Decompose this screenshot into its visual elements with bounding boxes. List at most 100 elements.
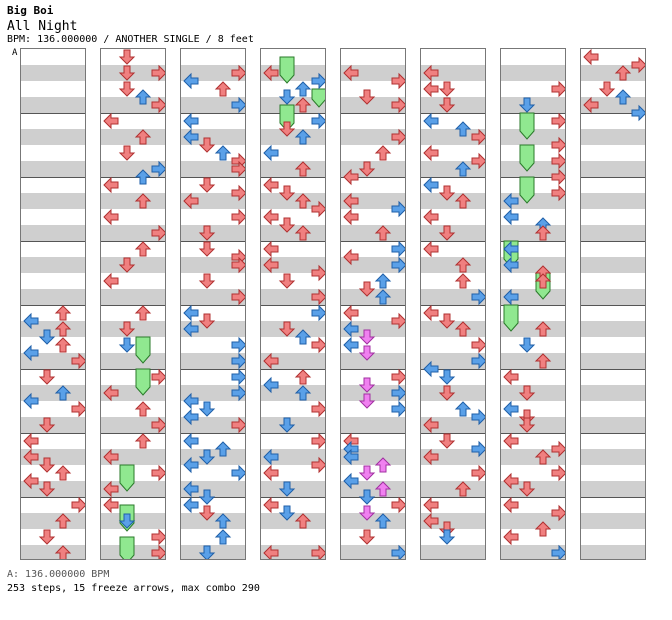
down-arrow-icon [278,273,296,289]
beat-stripe [181,161,245,177]
measure-line [21,241,85,242]
measure-line [581,433,645,434]
left-arrow-icon [423,176,439,194]
right-arrow-icon [71,496,85,514]
up-arrow-icon [54,337,72,353]
beat-stripe [21,353,85,369]
left-arrow-icon [183,304,199,322]
beat-stripe [101,417,165,433]
beat-stripe [21,481,85,497]
right-arrow-icon [71,400,85,418]
measure-line [261,305,325,306]
beat-stripe [341,257,405,273]
measure-line [181,305,245,306]
down-arrow-icon [438,433,456,449]
beat-stripe [341,289,405,305]
left-arrow-icon [263,144,279,162]
right-arrow-icon [231,208,245,226]
left-arrow-icon [343,208,359,226]
right-arrow-icon [391,368,405,386]
chart-column-8 [580,48,646,560]
beat-stripe [581,353,645,369]
beat-stripe [101,545,165,559]
beat-stripe [101,385,165,401]
right-arrow-icon [551,112,565,130]
beat-stripe [501,225,565,241]
measure-line [181,369,245,370]
beat-stripe [421,513,485,529]
beat-stripe [581,385,645,401]
beat-stripe [21,289,85,305]
down-arrow-icon [198,273,216,289]
measure-line [421,177,485,178]
chart-column-4 [260,48,326,560]
beat-stripe [21,257,85,273]
beat-stripe [501,417,565,433]
beat-stripe [181,65,245,81]
beat-stripe [181,353,245,369]
beat-stripe [421,129,485,145]
left-arrow-icon [423,112,439,130]
beat-stripe [21,225,85,241]
measure-line [101,369,165,370]
bpm-segment-marker: A [12,48,18,58]
measure-line [501,305,565,306]
up-arrow-icon [54,305,72,321]
beat-stripe [341,513,405,529]
measure-line [101,113,165,114]
chart-column-6 [420,48,486,560]
beat-stripe [341,97,405,113]
left-arrow-icon [423,240,439,258]
left-arrow-icon [263,240,279,258]
beat-stripe [261,65,325,81]
measure-line [21,369,85,370]
beat-stripe [261,321,325,337]
beat-stripe [101,129,165,145]
right-arrow-icon [311,304,325,322]
beat-stripe [501,353,565,369]
beat-stripe [341,385,405,401]
beat-stripe [341,129,405,145]
measure-line [261,177,325,178]
beat-stripe [501,481,565,497]
beat-stripe [21,417,85,433]
beat-stripe [101,513,165,529]
left-arrow-icon [103,272,119,290]
left-arrow-icon [183,432,199,450]
measure-line [101,177,165,178]
left-arrow-icon [103,496,119,514]
beat-stripe [261,289,325,305]
right-arrow-icon [151,368,165,386]
left-arrow-icon [503,528,519,546]
measure-line [261,113,325,114]
measure-line [181,241,245,242]
up-arrow-icon [374,273,392,289]
left-arrow-icon [263,176,279,194]
beat-stripe [261,353,325,369]
beat-stripe [261,513,325,529]
measure-line [21,497,85,498]
beat-stripe [581,417,645,433]
beat-stripe [341,161,405,177]
down-arrow-icon [118,337,136,353]
measure-line [341,113,405,114]
up-arrow-icon [454,401,472,417]
beat-stripe [261,225,325,241]
up-arrow-icon [54,465,72,481]
down-arrow-icon [358,529,376,545]
measure-line [341,177,405,178]
beat-stripe [501,97,565,113]
measure-line [181,113,245,114]
right-arrow-icon [391,400,405,418]
right-arrow-icon [151,464,165,482]
measure-line [501,177,565,178]
beat-stripe [261,385,325,401]
up-arrow-icon [374,145,392,161]
beat-stripe [101,225,165,241]
left-arrow-icon [103,112,119,130]
beat-stripe [261,449,325,465]
measure-line [501,113,565,114]
beat-stripe [101,193,165,209]
left-arrow-icon [343,432,359,450]
stats-footer: 253 steps, 15 freeze arrows, max combo 2… [7,583,260,594]
